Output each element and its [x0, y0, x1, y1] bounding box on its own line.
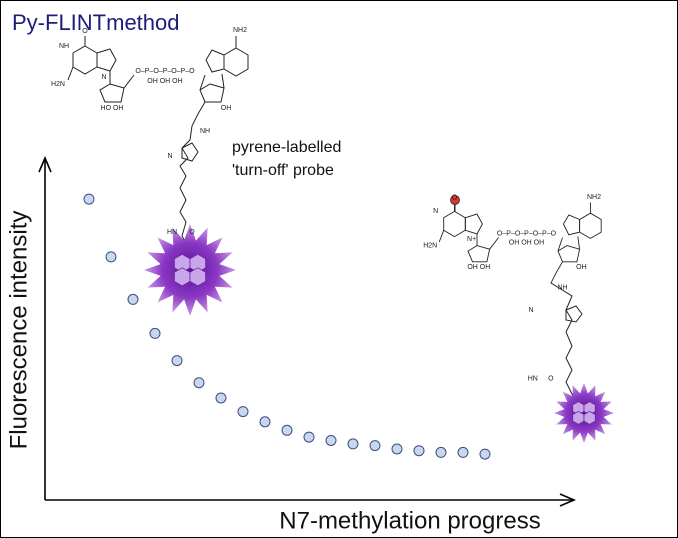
data-point [457, 446, 469, 458]
atom-label: O [548, 376, 554, 383]
atom-label: OH [576, 264, 587, 271]
methylated-molecule [438, 195, 602, 401]
atom-label: N [101, 74, 106, 81]
y-axis-label: Fluorescence intensity [5, 211, 32, 450]
data-point [127, 293, 139, 305]
atom-label: O–P–O–P–O–P–O [497, 231, 557, 238]
atom-label: O [452, 195, 458, 202]
atom-label: NH2 [587, 194, 601, 201]
data-point [171, 355, 183, 367]
data-point [259, 416, 271, 428]
atom-label: O–P–O–P–O–P–O [135, 68, 195, 75]
axes [38, 155, 577, 507]
atom-label: HN [528, 376, 538, 383]
data-point [303, 431, 315, 443]
pyrene-ring [189, 267, 207, 287]
glow [554, 383, 614, 443]
data-point [105, 251, 117, 263]
data-point [391, 443, 403, 455]
data-point [193, 377, 205, 389]
data-point [369, 440, 381, 452]
data-point [325, 435, 337, 446]
probe-molecule [67, 35, 249, 251]
atom-label: OH OH [467, 264, 490, 271]
atom-label: O [189, 229, 195, 236]
pyrene-glow-large [144, 224, 236, 316]
annotation: 'turn-off' probe [232, 162, 334, 179]
data-point [215, 392, 227, 404]
title: Py-FLINTmethod [12, 10, 180, 35]
data-point [435, 446, 447, 458]
atom-label: OH OH OH [147, 78, 182, 85]
atom-label: N [167, 153, 172, 160]
pyrene-ring [572, 410, 585, 425]
pyrene-ring [583, 410, 596, 425]
atom-label: NH2 [233, 27, 247, 34]
data-point [413, 445, 425, 457]
atom-label: N [433, 208, 438, 215]
atom-label: NH [59, 43, 69, 50]
atom-label: HN [167, 229, 177, 236]
annotation: pyrene-labelled [232, 139, 341, 156]
atom-label: NH [200, 128, 210, 135]
atom-label: HO OH [101, 105, 124, 112]
atom-label: H2N [51, 81, 65, 88]
atom-label: NH [557, 285, 567, 292]
data-point [83, 193, 95, 205]
glow [144, 224, 236, 316]
atom-label: OH OH OH [509, 240, 544, 247]
atom-label: OH [221, 105, 232, 112]
atom-label: N+ [467, 236, 476, 243]
x-axis-label: N7-methylation progress [279, 507, 540, 534]
pyrene-glow-small [554, 383, 614, 443]
data-point [149, 327, 161, 339]
pyrene-ring [173, 267, 191, 287]
atom-label: N [528, 307, 533, 314]
atom-label: O [82, 28, 88, 35]
data-point [281, 424, 293, 436]
data-point [237, 406, 249, 418]
data-point [479, 448, 491, 460]
data-point [347, 438, 359, 450]
atom-label: H2N [423, 242, 437, 249]
